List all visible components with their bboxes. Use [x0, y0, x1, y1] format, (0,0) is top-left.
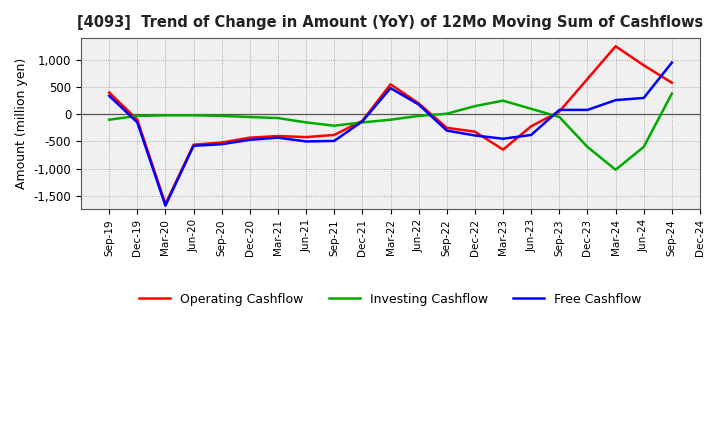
Operating Cashflow	[330, 132, 338, 138]
Operating Cashflow	[133, 117, 142, 122]
Operating Cashflow	[274, 133, 282, 139]
Operating Cashflow	[583, 76, 592, 81]
Free Cashflow	[583, 107, 592, 113]
Operating Cashflow	[639, 62, 648, 68]
Free Cashflow	[105, 93, 114, 99]
Free Cashflow	[667, 60, 676, 65]
Legend: Operating Cashflow, Investing Cashflow, Free Cashflow: Operating Cashflow, Investing Cashflow, …	[134, 288, 647, 311]
Operating Cashflow	[555, 109, 564, 114]
Investing Cashflow	[471, 103, 480, 109]
Investing Cashflow	[527, 106, 536, 111]
Operating Cashflow	[443, 125, 451, 131]
Free Cashflow	[471, 133, 480, 138]
Free Cashflow	[527, 132, 536, 138]
Operating Cashflow	[189, 142, 198, 147]
Free Cashflow	[639, 95, 648, 101]
Operating Cashflow	[611, 44, 620, 49]
Free Cashflow	[358, 119, 366, 124]
Investing Cashflow	[611, 167, 620, 172]
Free Cashflow	[555, 107, 564, 113]
Free Cashflow	[246, 137, 254, 143]
Investing Cashflow	[639, 144, 648, 150]
Free Cashflow	[330, 138, 338, 143]
Operating Cashflow	[161, 202, 170, 207]
Investing Cashflow	[583, 144, 592, 150]
Operating Cashflow	[527, 124, 536, 129]
Investing Cashflow	[386, 117, 395, 122]
Operating Cashflow	[667, 80, 676, 85]
Free Cashflow	[189, 143, 198, 148]
Operating Cashflow	[217, 140, 226, 145]
Operating Cashflow	[246, 135, 254, 140]
Investing Cashflow	[443, 111, 451, 116]
Investing Cashflow	[667, 91, 676, 96]
Operating Cashflow	[414, 101, 423, 106]
Free Cashflow	[414, 102, 423, 107]
Investing Cashflow	[358, 120, 366, 125]
Investing Cashflow	[414, 113, 423, 118]
Free Cashflow	[611, 98, 620, 103]
Free Cashflow	[386, 85, 395, 91]
Title: [4093]  Trend of Change in Amount (YoY) of 12Mo Moving Sum of Cashflows: [4093] Trend of Change in Amount (YoY) o…	[77, 15, 703, 30]
Investing Cashflow	[246, 114, 254, 120]
Free Cashflow	[133, 120, 142, 125]
Operating Cashflow	[358, 118, 366, 124]
Investing Cashflow	[217, 113, 226, 118]
Operating Cashflow	[471, 129, 480, 134]
Free Cashflow	[443, 128, 451, 133]
Investing Cashflow	[274, 115, 282, 121]
Investing Cashflow	[189, 113, 198, 118]
Y-axis label: Amount (million yen): Amount (million yen)	[15, 58, 28, 189]
Investing Cashflow	[330, 123, 338, 128]
Line: Investing Cashflow: Investing Cashflow	[109, 94, 672, 170]
Free Cashflow	[302, 139, 310, 144]
Operating Cashflow	[105, 90, 114, 95]
Investing Cashflow	[555, 114, 564, 120]
Operating Cashflow	[302, 135, 310, 140]
Line: Operating Cashflow: Operating Cashflow	[109, 46, 672, 204]
Investing Cashflow	[499, 98, 508, 103]
Operating Cashflow	[386, 82, 395, 87]
Investing Cashflow	[161, 113, 170, 118]
Line: Free Cashflow: Free Cashflow	[109, 62, 672, 205]
Investing Cashflow	[133, 113, 142, 118]
Free Cashflow	[499, 136, 508, 141]
Investing Cashflow	[105, 117, 114, 122]
Free Cashflow	[161, 203, 170, 208]
Free Cashflow	[274, 135, 282, 140]
Operating Cashflow	[499, 147, 508, 152]
Investing Cashflow	[302, 120, 310, 125]
Free Cashflow	[217, 142, 226, 147]
